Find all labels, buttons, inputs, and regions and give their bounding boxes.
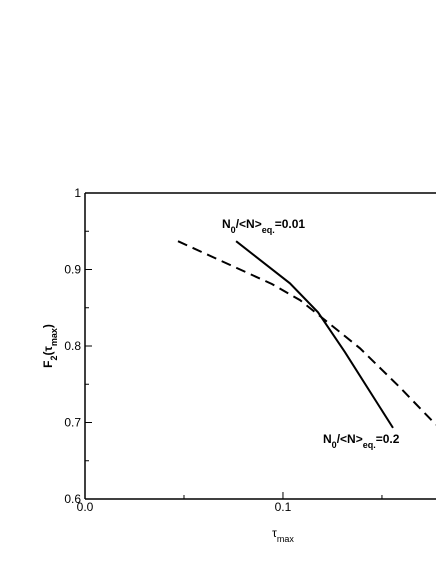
series-label-part: =0.01 xyxy=(275,217,306,231)
y-tick-label: 1 xyxy=(74,186,81,200)
x-axis-label-part: max xyxy=(277,534,295,544)
x-axis-label: τmax xyxy=(272,526,294,544)
series-line xyxy=(235,240,394,429)
series-label-part: N xyxy=(323,432,332,446)
y-axis-label-part: F xyxy=(41,361,55,368)
series-label-part: eq. xyxy=(363,440,376,450)
series-label-part: 0 xyxy=(332,440,337,450)
y-tick-label: 0.6 xyxy=(64,492,81,506)
y-tick-label: 0.8 xyxy=(64,339,81,353)
y-axis-label: F2(τmax) xyxy=(41,324,59,368)
series-label-part: /<N> xyxy=(236,217,262,231)
series-label: N0/<N>eq.=0.2 xyxy=(323,432,400,450)
y-axis-label-part: ) xyxy=(41,324,55,328)
series-label-part: =0.2 xyxy=(376,432,400,446)
series-label-part: /<N> xyxy=(337,432,363,446)
x-tick-label: 0.0 xyxy=(77,500,94,514)
y-tick-label: 0.9 xyxy=(64,263,81,277)
x-axis-label-part: τ xyxy=(272,526,277,540)
series-label-part: eq. xyxy=(262,225,275,235)
x-tick-label: 0.1 xyxy=(275,500,292,514)
series-line xyxy=(177,240,436,426)
series-label-part: N xyxy=(222,217,231,231)
series-label: N0/<N>eq.=0.01 xyxy=(222,217,305,235)
y-axis-label-part: (τ xyxy=(41,346,55,356)
y-axis-label-part: max xyxy=(49,328,59,346)
series-label-part: 0 xyxy=(231,225,236,235)
y-tick-label: 0.7 xyxy=(64,416,81,430)
y-axis-label-part: 2 xyxy=(49,356,59,361)
